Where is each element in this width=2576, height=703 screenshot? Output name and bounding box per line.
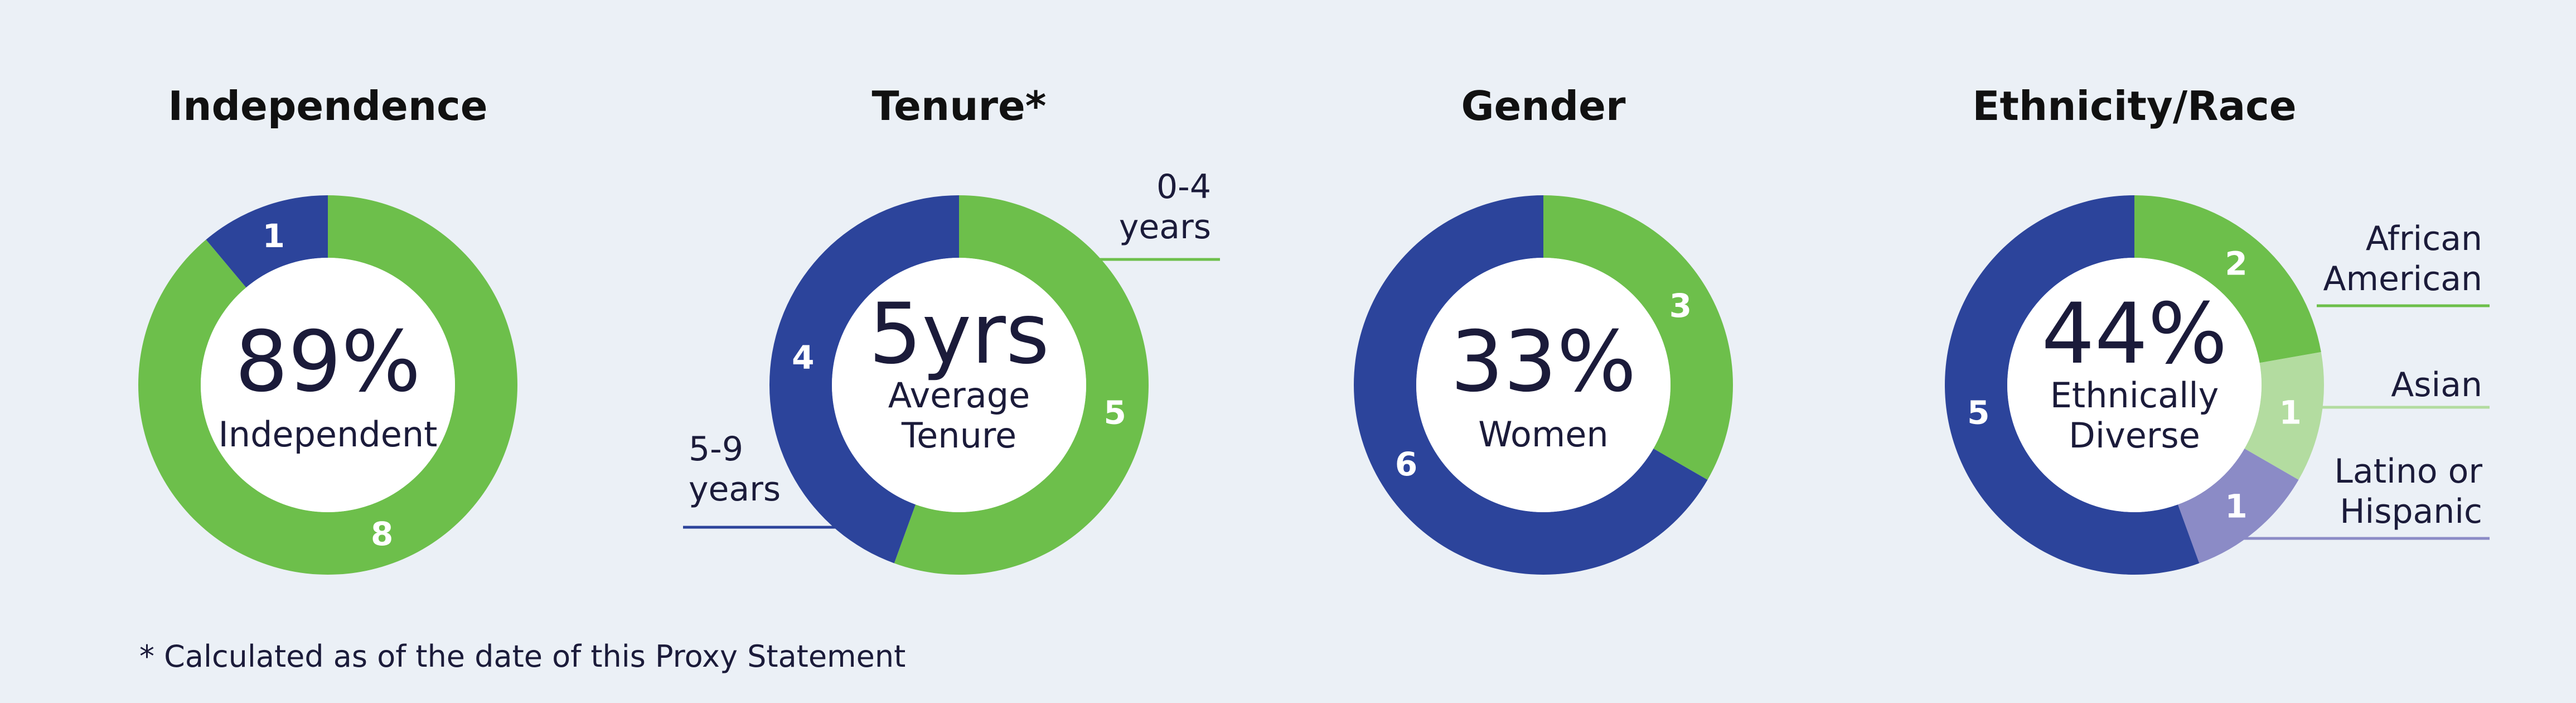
footnote: * Calculated as of the date of this Prox… — [139, 639, 906, 674]
donut-hole — [201, 258, 455, 512]
slice-value-label: 6 — [1395, 445, 1417, 483]
donut-slice — [1945, 195, 2200, 575]
donut-slice — [894, 195, 1149, 575]
donut-slice — [2177, 449, 2299, 564]
donut-slice — [1543, 195, 1733, 480]
donut-slice — [2134, 195, 2321, 363]
center-label: Tenure — [901, 415, 1016, 456]
callout-label: American — [2323, 259, 2482, 298]
chart-title: Gender — [1461, 83, 1626, 129]
callout-asian: Asian — [2320, 365, 2490, 409]
center-label: Diverse — [2069, 415, 2200, 456]
center-label: Women — [1478, 414, 1608, 455]
callout-label: years — [689, 470, 781, 509]
callout-label: Asian — [2391, 365, 2482, 405]
callout-label: African — [2366, 219, 2482, 258]
chart-title: Ethnicity/Race — [1972, 83, 2296, 129]
donut-slice — [769, 195, 959, 564]
center-value: 5yrs — [869, 286, 1049, 383]
donut-slice — [2244, 352, 2324, 480]
slice-value-label: 5 — [1104, 393, 1126, 431]
slice-value-label: 1 — [2279, 393, 2302, 431]
center-label: Ethnically — [2050, 375, 2219, 416]
donut-hole — [1416, 258, 1670, 512]
callout-label: Latino or — [2334, 452, 2482, 491]
donut-slice — [1354, 195, 1708, 575]
center-value: 33% — [1450, 314, 1636, 411]
slice-value-label: 8 — [371, 515, 393, 553]
center-value: 89% — [235, 314, 420, 411]
donut-slice — [138, 195, 517, 575]
callout-label: 0-4 — [1156, 167, 1211, 206]
center-label: Independent — [219, 414, 438, 455]
slice-value-label: 5 — [1967, 393, 1989, 431]
callout-label: years — [1119, 208, 1211, 247]
donut-slice — [206, 195, 328, 288]
center-label: Average — [888, 375, 1030, 416]
slice-value-label: 2 — [2225, 244, 2247, 282]
donut-gender: Gender 3 6 33%Women — [1354, 83, 1733, 575]
donut-charts: Independence 8 1 89%Independent Tenure* 5 4 5yr… — [138, 83, 2490, 575]
chart-title: Independence — [168, 83, 487, 129]
donut-independence: Independence 8 1 89%Independent — [138, 83, 517, 575]
donut-hole — [2007, 258, 2262, 512]
slice-value-label: 4 — [792, 339, 814, 377]
slice-value-label: 1 — [263, 217, 285, 255]
callout-label: 5-9 — [689, 430, 743, 469]
callout-label: Hispanic — [2340, 492, 2482, 531]
slice-value-label: 1 — [2225, 488, 2247, 526]
donut-hole — [832, 258, 1086, 512]
center-value: 44% — [2041, 286, 2227, 383]
slice-value-label: 3 — [1669, 287, 1692, 325]
chart-title: Tenure* — [872, 83, 1047, 129]
